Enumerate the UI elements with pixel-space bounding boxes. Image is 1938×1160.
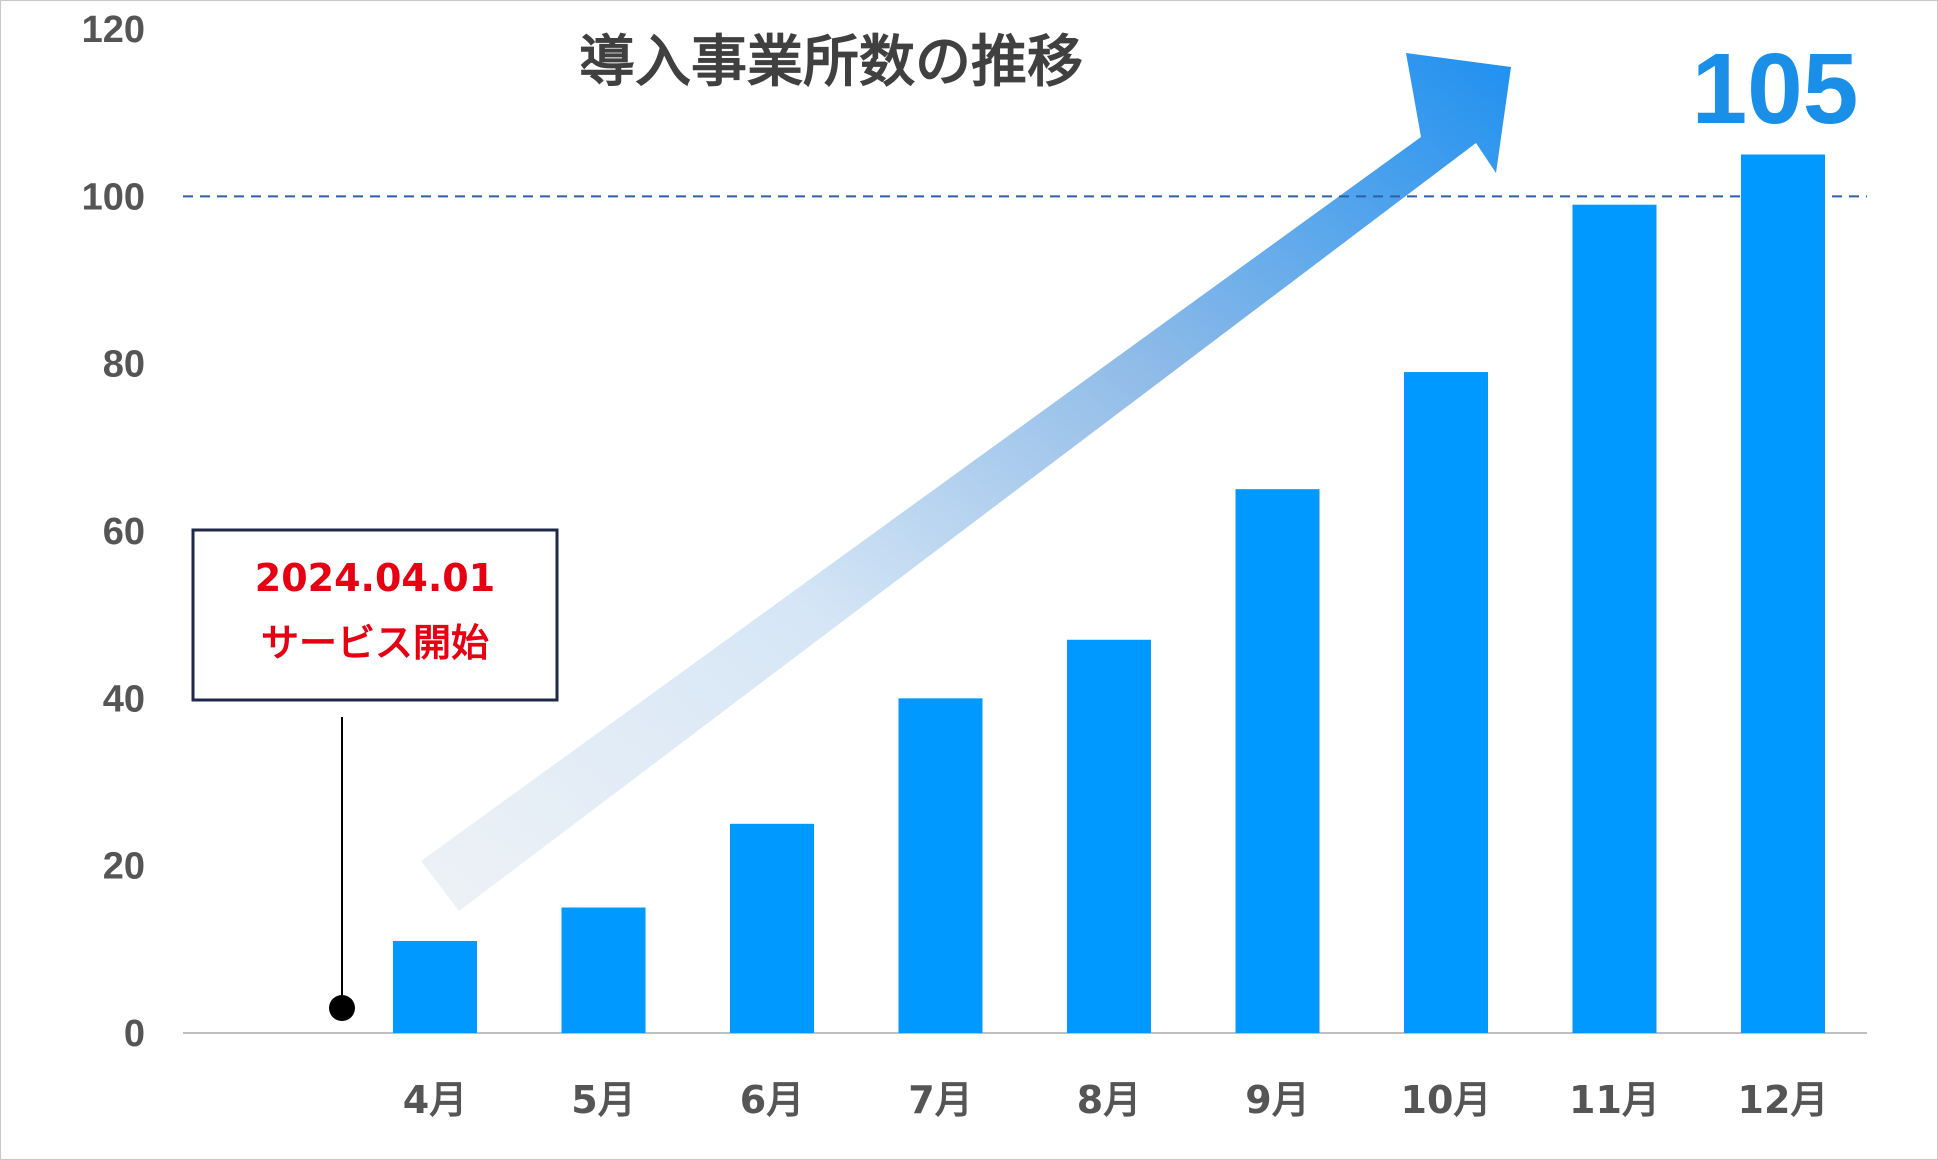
bar-5 (1067, 639, 1151, 1033)
bar-3 (730, 823, 814, 1033)
bar-2 (561, 907, 646, 1033)
y-tick-label: 40 (103, 678, 145, 720)
x-axis-labels: 4月 5月 6月 7月 8月 9月 10月 11月 12月 (403, 1078, 1829, 1122)
y-tick-label: 20 (103, 846, 145, 888)
bar-7 (1404, 372, 1488, 1033)
annotation-text: サービス開始 (261, 621, 489, 665)
y-axis-ticks: 0 20 40 60 80 100 120 (82, 9, 145, 1055)
bar-1 (393, 940, 477, 1033)
x-tick-label: 10月 (1401, 1078, 1492, 1122)
trend-arrow (421, 53, 1511, 911)
x-tick-label: 9月 (1245, 1078, 1309, 1122)
x-tick-label: 4月 (403, 1078, 467, 1122)
annotation-box (191, 528, 559, 702)
x-tick-label: 11月 (1569, 1078, 1660, 1122)
y-tick-label: 120 (82, 9, 145, 51)
x-tick-label: 6月 (740, 1078, 804, 1122)
chart-title: 導入事業所数の推移 (579, 30, 1083, 95)
x-tick-label: 5月 (571, 1078, 635, 1122)
bar-8 (1572, 204, 1657, 1033)
annotation-date: 2024.04.01 (255, 556, 495, 600)
x-tick-label: 8月 (1077, 1078, 1141, 1122)
x-tick-label: 7月 (908, 1078, 972, 1122)
highlight-value-label: 105 (1692, 33, 1859, 145)
y-tick-label: 0 (124, 1013, 145, 1055)
y-tick-label: 60 (103, 511, 145, 553)
y-tick-label: 100 (82, 176, 145, 218)
bar-9 (1741, 154, 1825, 1033)
bar-6 (1235, 489, 1320, 1034)
bars (393, 154, 1825, 1034)
annotation-dot (329, 995, 355, 1021)
y-tick-label: 80 (103, 344, 145, 386)
bar-4 (898, 698, 983, 1033)
x-tick-label: 12月 (1738, 1078, 1829, 1122)
